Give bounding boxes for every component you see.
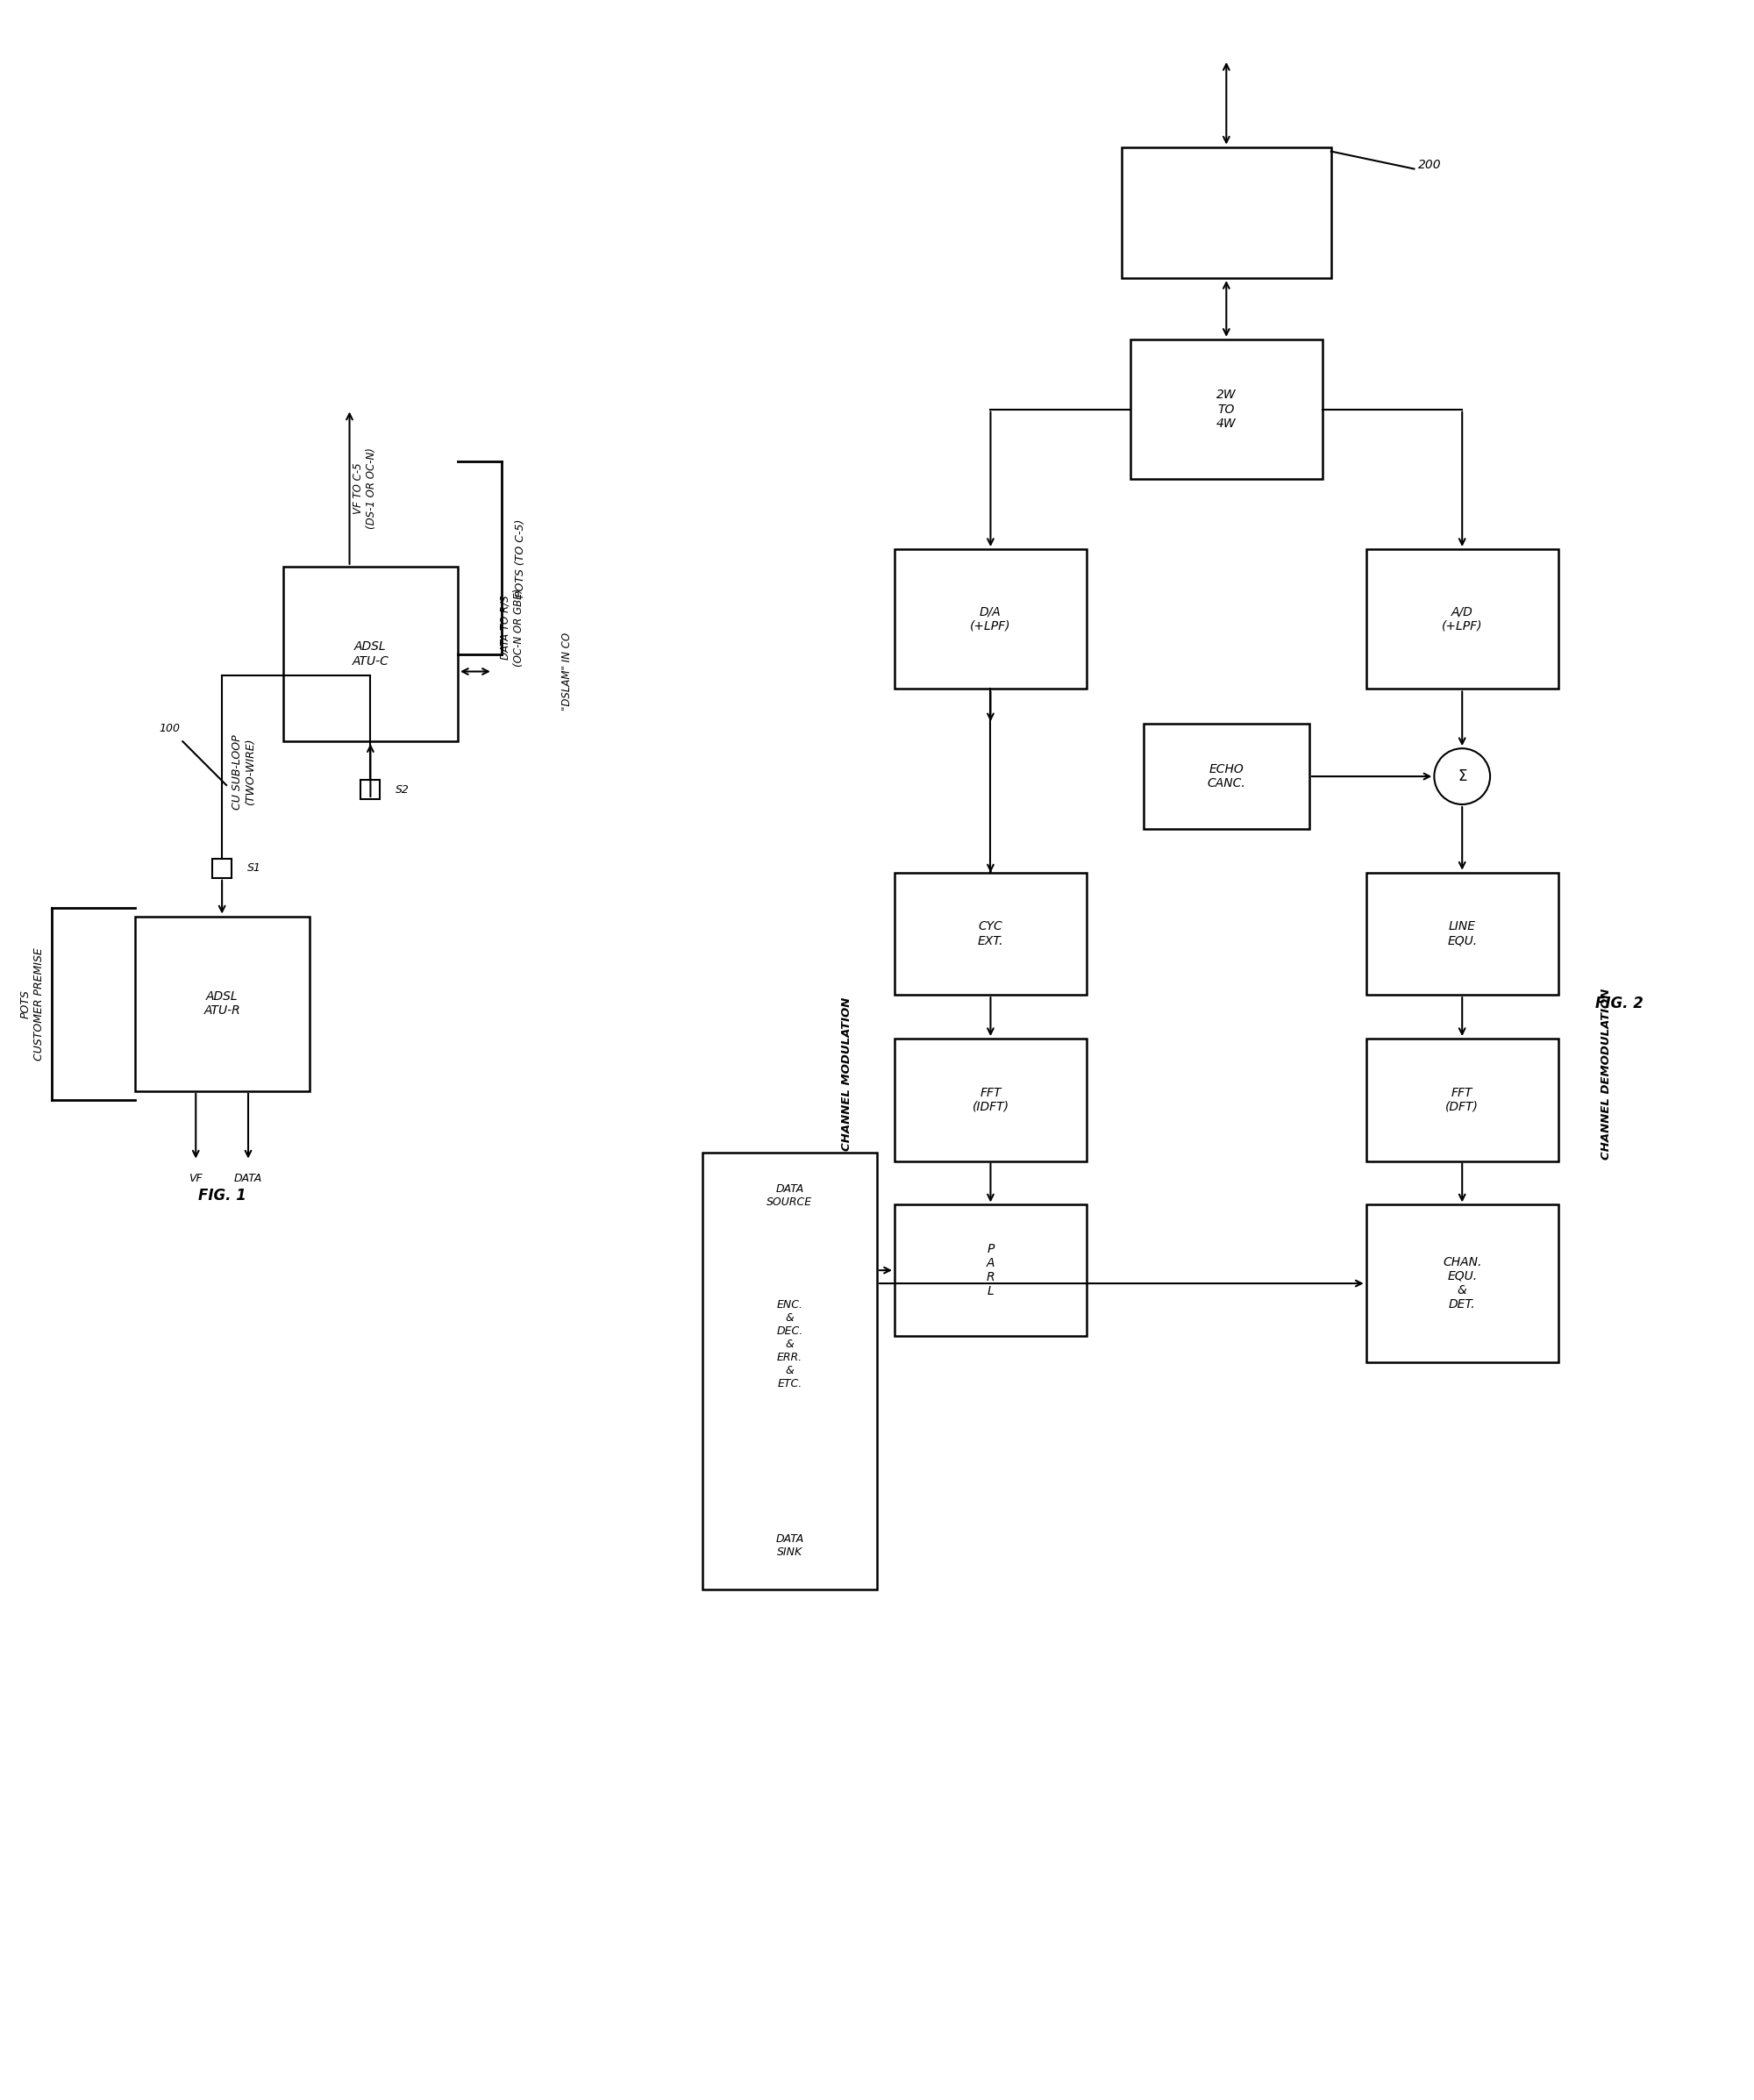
Bar [702,1153,877,1590]
Text: DATA
SINK: DATA SINK [775,1533,803,1558]
Text: CYC
EXT.: CYC EXT. [977,920,1003,947]
Bar [1130,340,1323,479]
Bar [895,1205,1086,1336]
Text: ADSL
ATU-R: ADSL ATU-R [203,991,240,1016]
Bar [135,916,309,1092]
Text: ENC.
&
DEC.
&
ERR.
&
ETC.: ENC. & DEC. & ERR. & ETC. [777,1300,803,1390]
Text: S2: S2 [396,783,410,796]
Text: DATA
SOURCE: DATA SOURCE [766,1184,812,1208]
Text: FIG. 2: FIG. 2 [1596,995,1643,1012]
Bar [1121,147,1331,277]
Text: Σ: Σ [1458,769,1466,783]
Text: P
A
R
L: P A R L [986,1243,995,1298]
Bar [282,567,458,741]
Text: VF TO C-5
(DS-1 OR OC-N): VF TO C-5 (DS-1 OR OC-N) [353,447,377,529]
Bar [895,872,1086,995]
Text: FIG. 1: FIG. 1 [198,1189,246,1203]
Bar [1366,548,1558,689]
Bar [212,859,232,878]
Text: ECHO
CANC.: ECHO CANC. [1207,762,1245,790]
Text: 100: 100 [160,722,181,735]
Text: POTS
CUSTOMER PREMISE: POTS CUSTOMER PREMISE [21,947,46,1060]
Text: CHANNEL DEMODULATION: CHANNEL DEMODULATION [1601,987,1612,1159]
Text: S1: S1 [247,863,261,874]
Text: LINE
EQU.: LINE EQU. [1447,920,1477,947]
Text: ADSL
ATU-C: ADSL ATU-C [353,640,389,668]
Text: CHAN.
EQU.
&
DET.: CHAN. EQU. & DET. [1444,1256,1482,1310]
Bar [361,779,381,800]
Text: DATA TO R/S
(OC-N OR GBE): DATA TO R/S (OC-N OR GBE) [500,588,524,668]
Bar [895,1040,1086,1161]
Bar [1366,872,1558,995]
Bar [1366,1040,1558,1161]
Text: 2W
TO
4W: 2W TO 4W [1217,388,1237,430]
Text: POTS (TO C-5): POTS (TO C-5) [516,519,526,596]
Text: CU SUB-LOOP
(TWO-WIRE): CU SUB-LOOP (TWO-WIRE) [232,735,256,811]
Bar [1366,1205,1558,1363]
Text: A/D
(+LPF): A/D (+LPF) [1442,605,1482,632]
Text: D/A
(+LPF): D/A (+LPF) [970,605,1010,632]
Text: CHANNEL MODULATION: CHANNEL MODULATION [840,997,852,1151]
Text: FFT
(DFT): FFT (DFT) [1445,1086,1479,1113]
Bar [895,548,1086,689]
Bar [1144,724,1308,830]
Text: 200: 200 [1419,157,1442,170]
Text: DATA: DATA [233,1172,263,1184]
Text: "DSLAM" IN CO: "DSLAM" IN CO [561,632,572,710]
Circle shape [1435,748,1491,804]
Text: VF: VF [189,1172,203,1184]
Text: FFT
(IDFT): FFT (IDFT) [972,1086,1009,1113]
